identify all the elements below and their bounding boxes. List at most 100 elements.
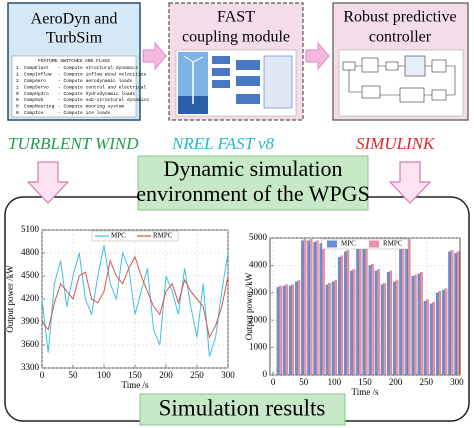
bar (297, 280, 301, 376)
bar (321, 242, 325, 376)
bar (301, 240, 304, 376)
table-cell: CompInflow (24, 72, 52, 78)
table-cell: - Compute mooring system (58, 104, 124, 110)
series-line (41, 255, 229, 339)
bar (448, 251, 451, 376)
bar (435, 292, 439, 376)
x-axis-label: Time /s (122, 380, 149, 390)
legend-box (91, 230, 179, 242)
bar (350, 270, 353, 376)
arrow (305, 41, 330, 71)
legend-swatch (327, 240, 337, 248)
bar (291, 284, 295, 376)
bar (374, 270, 378, 376)
y-tick-label: 3300 (21, 362, 40, 372)
y-tick-label: 4800 (21, 247, 40, 257)
table-header: FEATURE SWITCHES AND FLAGS (38, 58, 110, 64)
table-cell: CompHydro (24, 91, 49, 97)
bar (346, 250, 350, 376)
label-fast: NREL FAST v8 (171, 134, 275, 153)
down-arrow (26, 161, 70, 204)
x-tick-label: 300 (450, 377, 464, 387)
table-cell: 2 (16, 78, 19, 84)
y-tick-label: 4500 (21, 270, 40, 280)
bar (454, 252, 458, 376)
results-box (139, 393, 346, 426)
table-cell: - Compute control and electrical (58, 84, 146, 90)
x-tick-label: 50 (69, 370, 79, 380)
table-group: FEATURE SWITCHES AND FLAGS 1 CompElast - Co… (16, 58, 149, 116)
bar (386, 272, 390, 376)
legend-box (321, 238, 409, 250)
bar (288, 285, 292, 376)
box-title: Robust predictive (343, 9, 456, 26)
bar (401, 237, 405, 376)
table-cell: CompAero (24, 78, 46, 84)
table-cell: CompSub (24, 97, 44, 103)
bar (279, 285, 282, 376)
bar (334, 280, 337, 376)
series-line (41, 245, 229, 357)
table-cell: 1 (16, 84, 19, 90)
y-axis-label: Output power /kW (5, 265, 15, 333)
bar (423, 300, 427, 376)
bar (307, 240, 310, 376)
bar (407, 239, 411, 376)
arrow (142, 41, 167, 71)
bar (319, 243, 323, 376)
bar (456, 251, 460, 376)
bar (432, 302, 435, 376)
bar (442, 289, 445, 376)
table-cell: CompElast (24, 65, 49, 71)
bar (371, 263, 374, 376)
x-tick-label: 200 (159, 370, 173, 380)
bar (356, 246, 359, 376)
down-arrow (388, 161, 432, 204)
x-axis-label: Time /s (352, 387, 379, 397)
table-cell: - Compute inflow wind velocities (58, 72, 146, 78)
table-cell: - Compute structural dynamics (58, 65, 138, 71)
simulink-thumbnail (338, 49, 464, 117)
label-simulink: SIMULINK (356, 134, 436, 153)
box-title: coupling module (182, 29, 290, 46)
y-tick-label: 5100 (21, 224, 40, 234)
table-cell: CompMooring (24, 104, 55, 110)
box-title: TurbSim (46, 30, 103, 47)
table-cell: - Compute aerodynamic loads (58, 78, 133, 84)
bar (295, 281, 298, 376)
x-tick-label: 250 (190, 370, 204, 380)
bar (368, 265, 372, 376)
bar (282, 285, 286, 376)
center-box (137, 155, 369, 211)
legend-label: MPC (341, 240, 356, 248)
table-cell: - Compute hydrodynamic loads (58, 91, 135, 97)
y-tick-label: 5000 (249, 232, 268, 242)
center-text: Dynamic simulation (163, 156, 342, 181)
bar (429, 303, 433, 376)
charts: 3300 3600 3900 4200 4500 4800 5100 0 50 100 150 200… (5, 224, 464, 397)
center-text: environment of the WPGS (136, 181, 370, 206)
bar (395, 280, 399, 376)
y-tick-label: 2000 (249, 314, 268, 324)
results-label: Simulation results (159, 395, 326, 420)
x-tick-label: 300 (221, 370, 235, 380)
bar (352, 269, 356, 376)
x-tick-label: 150 (358, 377, 372, 387)
bar (411, 276, 415, 376)
bar (383, 283, 386, 376)
bar (313, 242, 317, 376)
bar (309, 239, 313, 376)
bar (377, 269, 380, 376)
x-tick-label: 50 (299, 377, 309, 387)
box-title: FAST (217, 9, 255, 26)
legend-label: MPC (111, 232, 126, 240)
x-tick-label: 100 (97, 370, 111, 380)
y-tick-label: 3900 (21, 316, 40, 326)
bar (276, 287, 280, 376)
x-tick-label: 250 (420, 377, 434, 387)
bar (393, 281, 396, 376)
table-cell: 1 (16, 72, 19, 78)
bar (331, 281, 335, 376)
